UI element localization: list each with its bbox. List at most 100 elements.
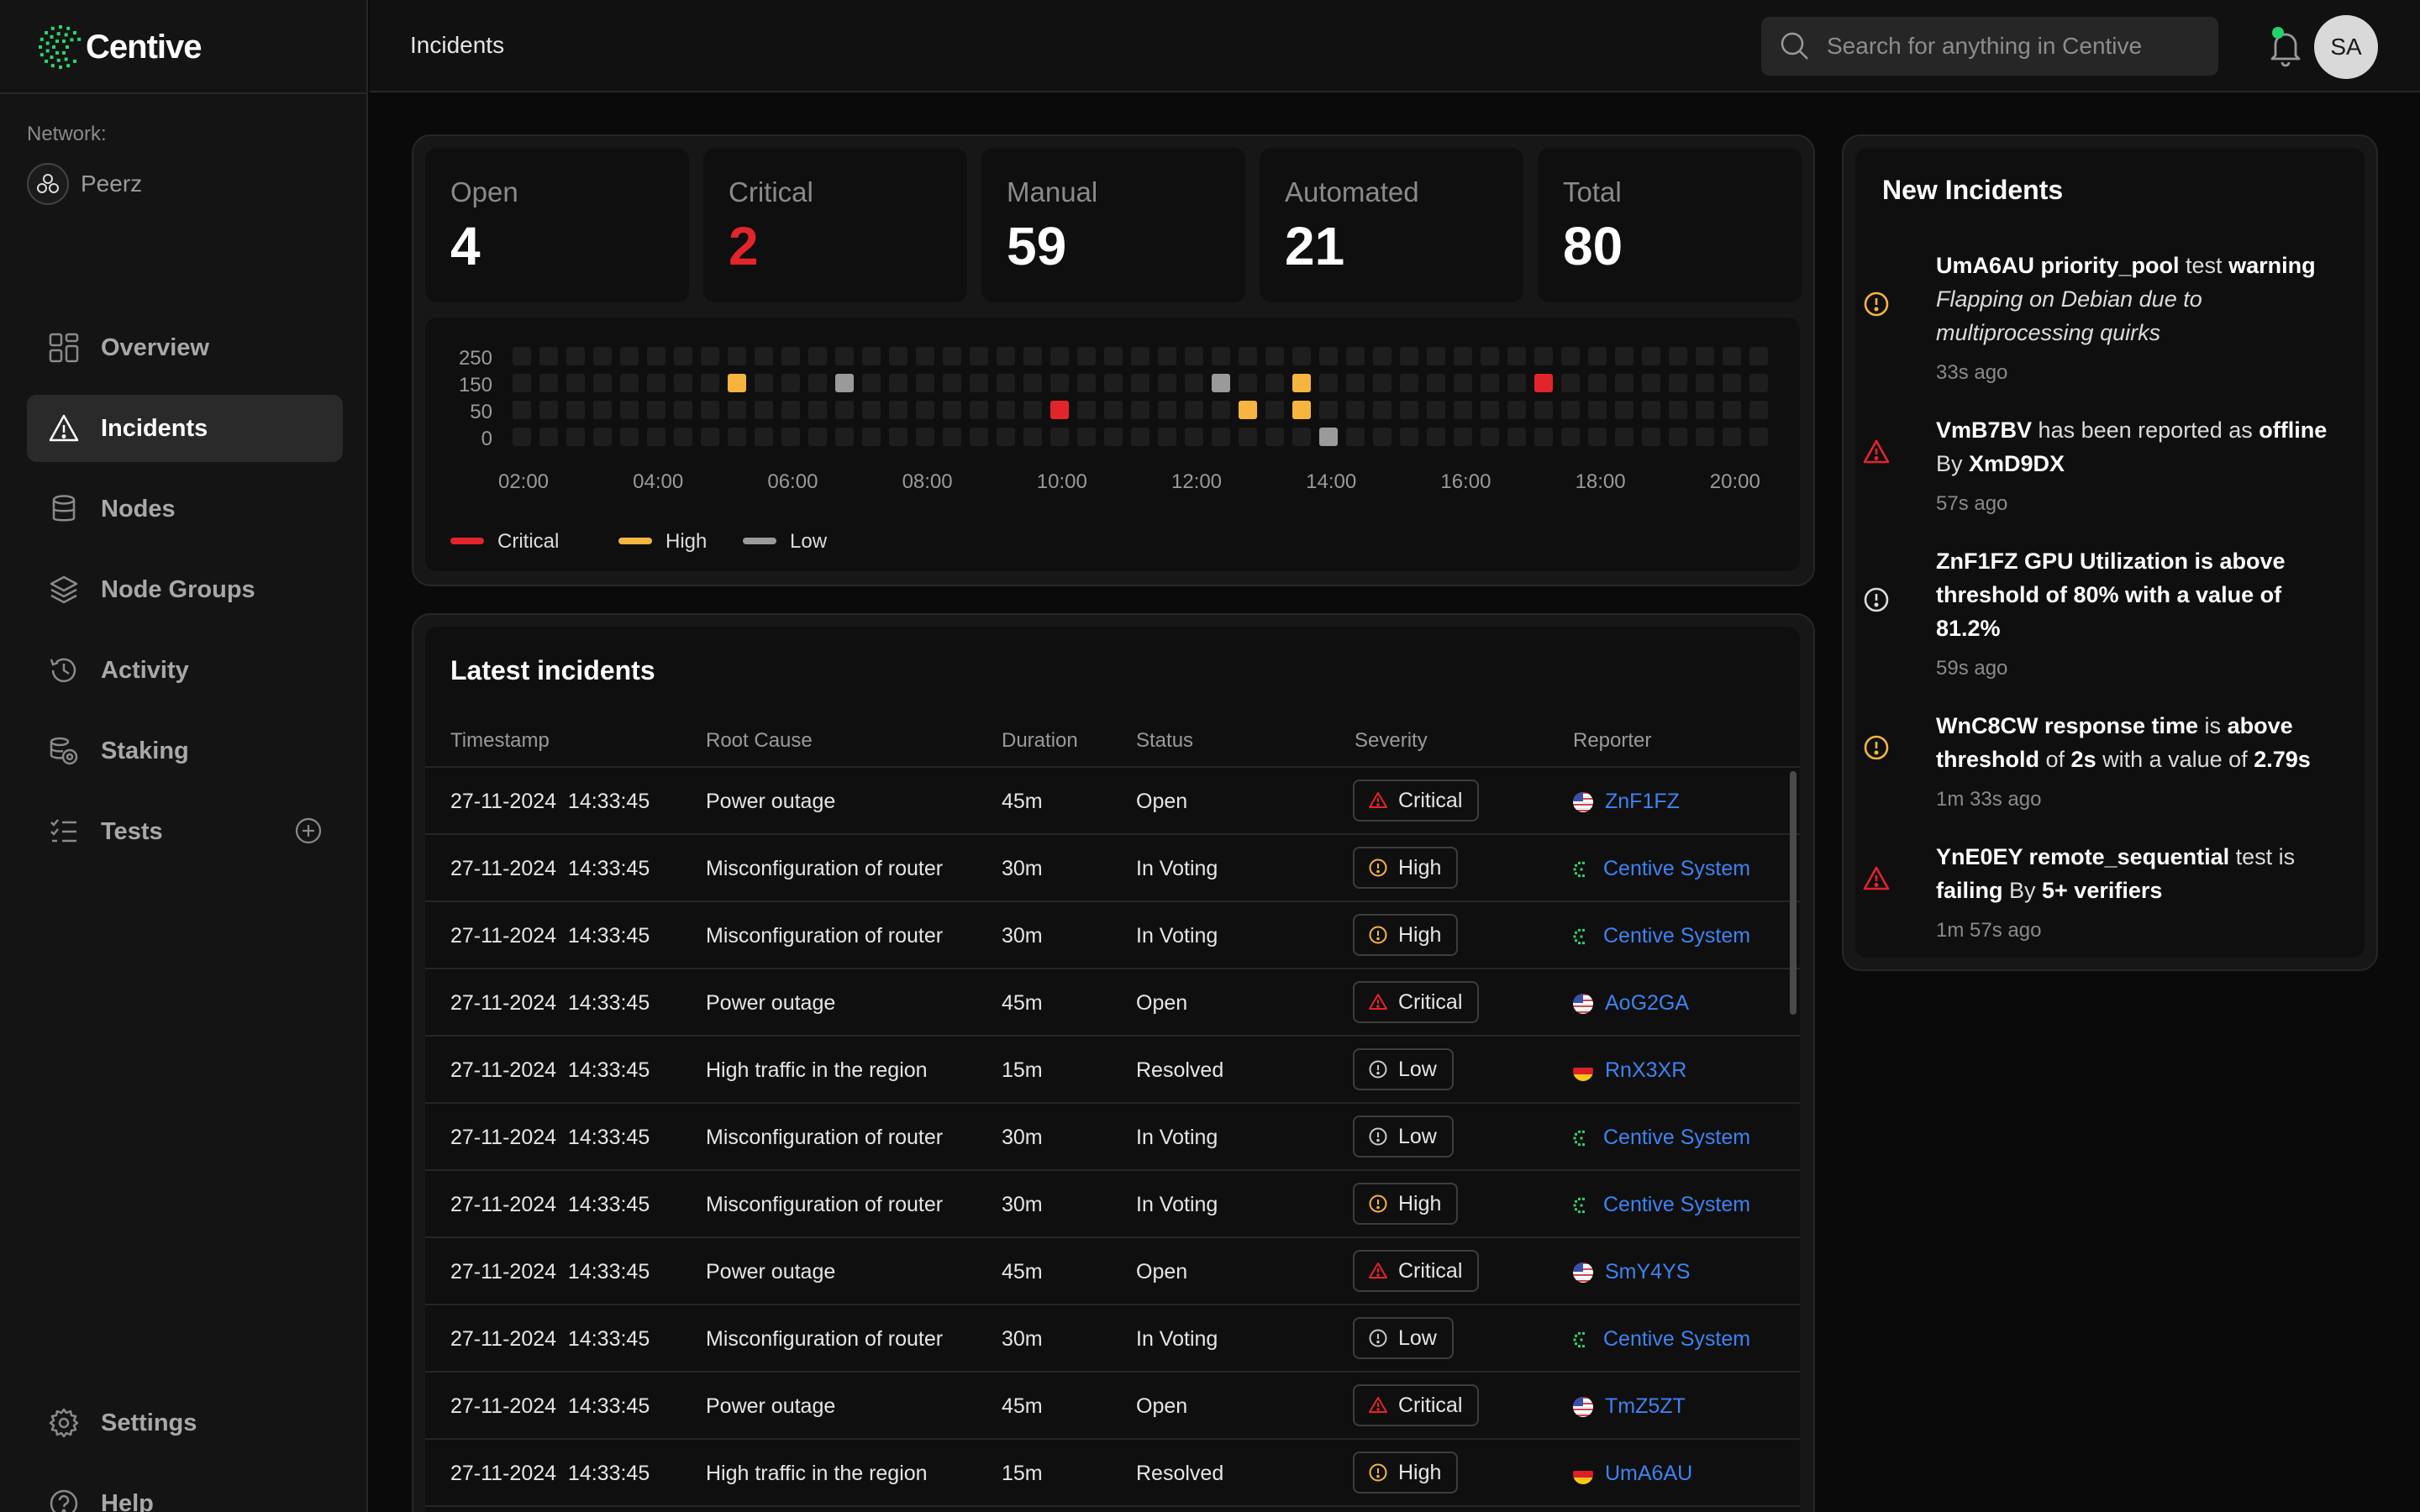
stat-card-critical[interactable]: Critical 2 xyxy=(703,148,967,302)
root-cause-cell: Misconfiguration of router xyxy=(706,857,944,880)
bell-icon[interactable] xyxy=(2262,24,2309,71)
reporter-link[interactable]: TmZ5ZT xyxy=(1573,1394,1686,1419)
plus-circle-icon[interactable] xyxy=(294,816,323,845)
table-scrollbar[interactable] xyxy=(1790,771,1797,1015)
heatmap-cell-empty xyxy=(674,428,692,446)
table-row[interactable]: 27-11-2024 14:33:45 Misconfiguration of r… xyxy=(425,902,1800,969)
sidebar-item-nodes[interactable]: Nodes xyxy=(27,475,343,543)
heatmap-cell-empty xyxy=(808,428,827,446)
heatmap-cell-critical[interactable] xyxy=(1534,374,1553,392)
heatmap-cell-empty xyxy=(674,401,692,419)
reporter-link[interactable]: AoG2GA xyxy=(1573,991,1689,1016)
reporter-link[interactable]: RnX3XR xyxy=(1573,1058,1686,1083)
heatmap-cell-high[interactable] xyxy=(1292,401,1311,419)
avatar[interactable]: SA xyxy=(2314,15,2378,79)
heatmap-cell-empty xyxy=(647,428,666,446)
reporter-link[interactable]: Centive System xyxy=(1571,1327,1750,1352)
heatmap-cell-empty xyxy=(781,347,800,365)
duration-cell: 30m xyxy=(1002,1327,1043,1351)
heatmap-cell-empty xyxy=(755,428,773,446)
sidebar-item-staking[interactable]: Staking xyxy=(27,717,343,785)
stat-card-total[interactable]: Total 80 xyxy=(1538,148,1802,302)
heatmap-cell-empty xyxy=(781,428,800,446)
heatmap-cell-empty xyxy=(620,428,639,446)
duration-cell: 15m xyxy=(1002,1058,1043,1082)
sidebar-item-settings[interactable]: Settings xyxy=(27,1389,343,1457)
table-row[interactable]: 27-11-2024 14:33:45 High traffic in the r… xyxy=(425,1440,1800,1507)
reporter-link[interactable]: UmA6AU xyxy=(1573,1462,1692,1486)
network-selector[interactable]: Peerz xyxy=(27,163,142,205)
heatmap-cell-low[interactable] xyxy=(835,374,854,392)
heatmap-cell-low[interactable] xyxy=(1319,428,1338,446)
heatmap-cell-critical[interactable] xyxy=(1050,401,1069,419)
column-header-reporter[interactable]: Reporter xyxy=(1573,729,1652,752)
heatmap-cell-empty xyxy=(620,347,639,365)
status-cell: In Voting xyxy=(1136,1327,1218,1351)
sidebar-item-tests[interactable]: Tests xyxy=(27,798,343,865)
sidebar-item-activity[interactable]: Activity xyxy=(27,637,343,704)
centive-logo-icon xyxy=(1573,861,1585,877)
table-row[interactable]: 27-11-2024 14:33:45 Misconfiguration of r… xyxy=(425,835,1800,902)
reporter-link[interactable]: ZnF1FZ xyxy=(1573,790,1680,814)
app-logo[interactable]: Centive xyxy=(39,24,202,71)
stat-card-automated[interactable]: Automated 21 xyxy=(1260,148,1523,302)
heatmap-cell-empty xyxy=(1131,374,1150,392)
table-row[interactable]: 27-11-2024 14:33:45 Power outage 45m Open Cr… xyxy=(425,768,1800,835)
sidebar-divider xyxy=(0,92,368,94)
severity-label: Critical xyxy=(1398,788,1463,812)
de-flag-icon xyxy=(1573,1060,1593,1081)
heatmap-cell-empty xyxy=(808,374,827,392)
reporter-link[interactable]: Centive System xyxy=(1571,1126,1750,1150)
search-box[interactable] xyxy=(1761,17,2218,76)
heatmap-cell-empty xyxy=(916,347,934,365)
severity-label: High xyxy=(1398,922,1442,947)
heatmap-cell-empty xyxy=(1723,428,1741,446)
column-header-timestamp[interactable]: Timestamp xyxy=(450,729,550,752)
stat-card-open[interactable]: Open 4 xyxy=(425,148,689,302)
heatmap-cell-empty xyxy=(1292,347,1311,365)
table-row[interactable]: 27-11-2024 14:33:45 High traffic in the r… xyxy=(425,1037,1800,1104)
heatmap-cell-high[interactable] xyxy=(1292,374,1311,392)
search-input[interactable] xyxy=(1827,33,2196,60)
new-incident-message: VmB7BV has been reported as offline By Xm… xyxy=(1936,417,2328,476)
table-row[interactable]: 27-11-2024 14:33:45 Misconfiguration of r… xyxy=(425,1104,1800,1171)
column-header-severity[interactable]: Severity xyxy=(1355,729,1428,752)
heatmap-cell-low[interactable] xyxy=(1212,374,1230,392)
heatmap-cell-empty xyxy=(1588,401,1607,419)
heatmap-cell-empty xyxy=(1239,374,1257,392)
table-row[interactable]: 27-11-2024 14:33:45 Power outage 45m Open Cr… xyxy=(425,969,1800,1037)
heatmap-cell-empty xyxy=(1104,347,1123,365)
reporter-link[interactable]: Centive System xyxy=(1571,924,1750,948)
heatmap-cell-empty xyxy=(862,401,881,419)
gear-icon xyxy=(47,1406,81,1440)
reporter-link[interactable]: Centive System xyxy=(1571,1193,1750,1217)
table-row[interactable]: 27-11-2024 14:33:45 Misconfiguration of r… xyxy=(425,1305,1800,1373)
table-row[interactable]: 27-11-2024 14:33:45 Power outage 45m Open Cr… xyxy=(425,1373,1800,1440)
heatmap-cell-empty xyxy=(943,374,961,392)
heatmap-cell-empty xyxy=(674,374,692,392)
reporter-name: UmA6AU xyxy=(1605,1462,1693,1485)
timestamp-cell: 27-11-2024 14:33:45 xyxy=(450,1058,650,1082)
table-row[interactable]: 27-11-2024 14:33:45 Power outage 45m Open Cr… xyxy=(425,1238,1800,1305)
sidebar-item-node-groups[interactable]: Node Groups xyxy=(27,556,343,623)
heatmap-cell-high[interactable] xyxy=(728,374,746,392)
column-header-duration[interactable]: Duration xyxy=(1002,729,1078,752)
column-header-root-cause[interactable]: Root Cause xyxy=(706,729,813,752)
severity-label: High xyxy=(1398,855,1442,879)
sidebar-item-overview[interactable]: Overview xyxy=(27,314,343,381)
sidebar-item-help[interactable]: Help xyxy=(27,1470,343,1512)
column-header-status[interactable]: Status xyxy=(1136,729,1194,752)
stat-card-manual[interactable]: Manual 59 xyxy=(981,148,1245,302)
heatmap-cell-empty xyxy=(1454,347,1472,365)
heatmap-cell-empty xyxy=(1104,374,1123,392)
reporter-link[interactable]: Centive System xyxy=(1571,857,1750,881)
table-row[interactable]: 27-11-2024 14:33:45 Misconfiguration of r… xyxy=(425,1171,1800,1238)
heatmap-cell-empty xyxy=(1400,401,1418,419)
reporter-link[interactable]: SmY4YS xyxy=(1573,1260,1690,1284)
legend-swatch xyxy=(618,538,652,544)
heatmap-cell-empty xyxy=(997,374,1015,392)
heatmap-cell-empty xyxy=(1185,347,1203,365)
heatmap-cell-high[interactable] xyxy=(1239,401,1257,419)
sidebar-item-incidents[interactable]: Incidents xyxy=(27,395,343,462)
alert-triangle-icon xyxy=(1863,439,1890,464)
